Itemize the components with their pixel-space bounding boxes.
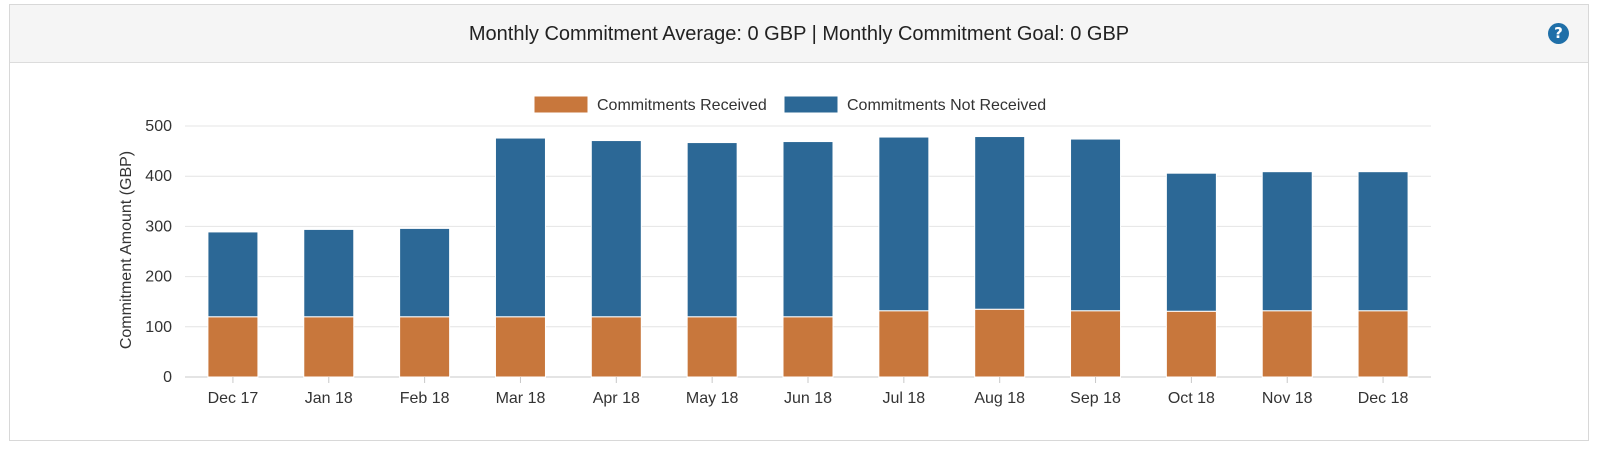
x-tick-label: Dec 17 <box>208 390 259 407</box>
bar-commitments-not-received[interactable] <box>1165 172 1217 312</box>
x-tick-label: Feb 18 <box>400 390 450 407</box>
x-tick-label: Dec 18 <box>1358 390 1409 407</box>
bars <box>207 136 1409 378</box>
bar-commitments-received[interactable] <box>399 316 451 378</box>
x-tick-label: Mar 18 <box>496 390 546 407</box>
bar-commitments-received[interactable] <box>1165 310 1217 378</box>
bar-commitments-received[interactable] <box>494 316 546 378</box>
bar-commitments-received[interactable] <box>1261 310 1313 378</box>
y-tick-label: 500 <box>145 118 172 135</box>
question-circle-icon[interactable]: ? <box>1548 23 1569 44</box>
bar-commitments-received[interactable] <box>1070 310 1122 378</box>
y-axis: 0 100 200 300 400 500 <box>145 118 172 386</box>
bar-commitments-received[interactable] <box>1357 310 1409 378</box>
y-tick-label: 200 <box>145 269 172 286</box>
legend-swatch <box>783 95 839 114</box>
bar-commitments-received[interactable] <box>878 310 930 378</box>
x-axis: Dec 17 Jan 18 Feb 18 Mar 18 Apr 18 May 18 Jun … <box>208 377 1409 407</box>
legend-label: Commitments Received <box>597 97 767 114</box>
bar-commitments-received[interactable] <box>207 316 259 378</box>
bar-commitments-not-received[interactable] <box>1261 171 1313 312</box>
x-tick-label: Aug 18 <box>974 390 1025 407</box>
bar-commitments-received[interactable] <box>974 308 1026 378</box>
panel-title: Monthly Commitment Average: 0 GBP | Mont… <box>468 23 1130 45</box>
bar-commitments-not-received[interactable] <box>974 136 1026 310</box>
bar-commitments-received[interactable] <box>303 316 355 378</box>
bar-commitments-not-received[interactable] <box>878 136 930 312</box>
bar-commitments-not-received[interactable] <box>686 142 738 318</box>
y-tick-label: 0 <box>163 369 172 386</box>
bar-commitments-not-received[interactable] <box>590 140 642 318</box>
bar-commitments-received[interactable] <box>686 316 738 378</box>
x-tick-label: Sep 18 <box>1070 390 1121 407</box>
x-tick-label: Jan 18 <box>305 390 353 407</box>
bar-commitments-not-received[interactable] <box>207 231 259 318</box>
bar-commitments-not-received[interactable] <box>303 228 355 318</box>
legend-swatch <box>533 95 589 114</box>
y-tick-label: 400 <box>145 168 172 185</box>
x-tick-label: Apr 18 <box>593 390 640 407</box>
bar-commitments-not-received[interactable] <box>1070 138 1122 312</box>
x-tick-label: May 18 <box>686 390 739 407</box>
bar-commitments-not-received[interactable] <box>782 141 834 318</box>
x-tick-label: Nov 18 <box>1262 390 1313 407</box>
bar-commitments-not-received[interactable] <box>1357 171 1409 312</box>
bar-commitments-received[interactable] <box>782 316 834 378</box>
bar-commitments-received[interactable] <box>590 316 642 378</box>
y-tick-label: 100 <box>145 319 172 336</box>
x-tick-label: Jul 18 <box>882 390 925 407</box>
legend-item-commitments-received[interactable]: Commitments Received <box>533 95 767 114</box>
y-axis-title: Commitment Amount (GBP) <box>118 151 135 349</box>
legend: Commitments Received Commitments Not Rece… <box>533 95 1046 114</box>
y-tick-label: 300 <box>145 218 172 235</box>
panel-header: Monthly Commitment Average: 0 GBP | Mont… <box>10 5 1588 63</box>
legend-item-commitments-not-received[interactable]: Commitments Not Received <box>783 95 1046 114</box>
bar-commitments-not-received[interactable] <box>494 137 546 318</box>
x-tick-label: Oct 18 <box>1168 390 1215 407</box>
legend-label: Commitments Not Received <box>847 97 1046 114</box>
x-tick-label: Jun 18 <box>784 390 832 407</box>
bar-commitments-not-received[interactable] <box>399 227 451 318</box>
